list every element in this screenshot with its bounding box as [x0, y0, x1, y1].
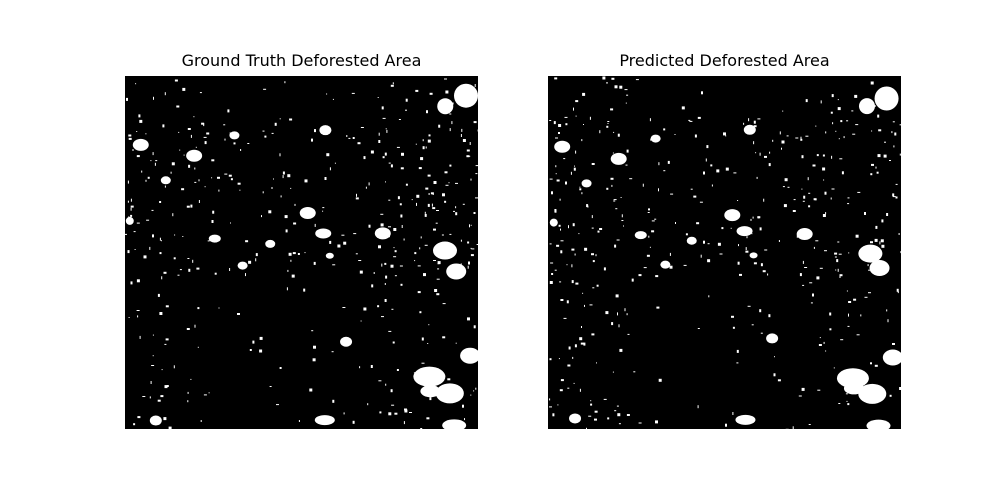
ground-truth-title: Ground Truth Deforested Area — [181, 51, 422, 70]
predicted-mask-image — [548, 76, 901, 429]
predicted-title: Predicted Deforested Area — [619, 51, 830, 70]
ground-truth-mask-image — [125, 76, 478, 429]
